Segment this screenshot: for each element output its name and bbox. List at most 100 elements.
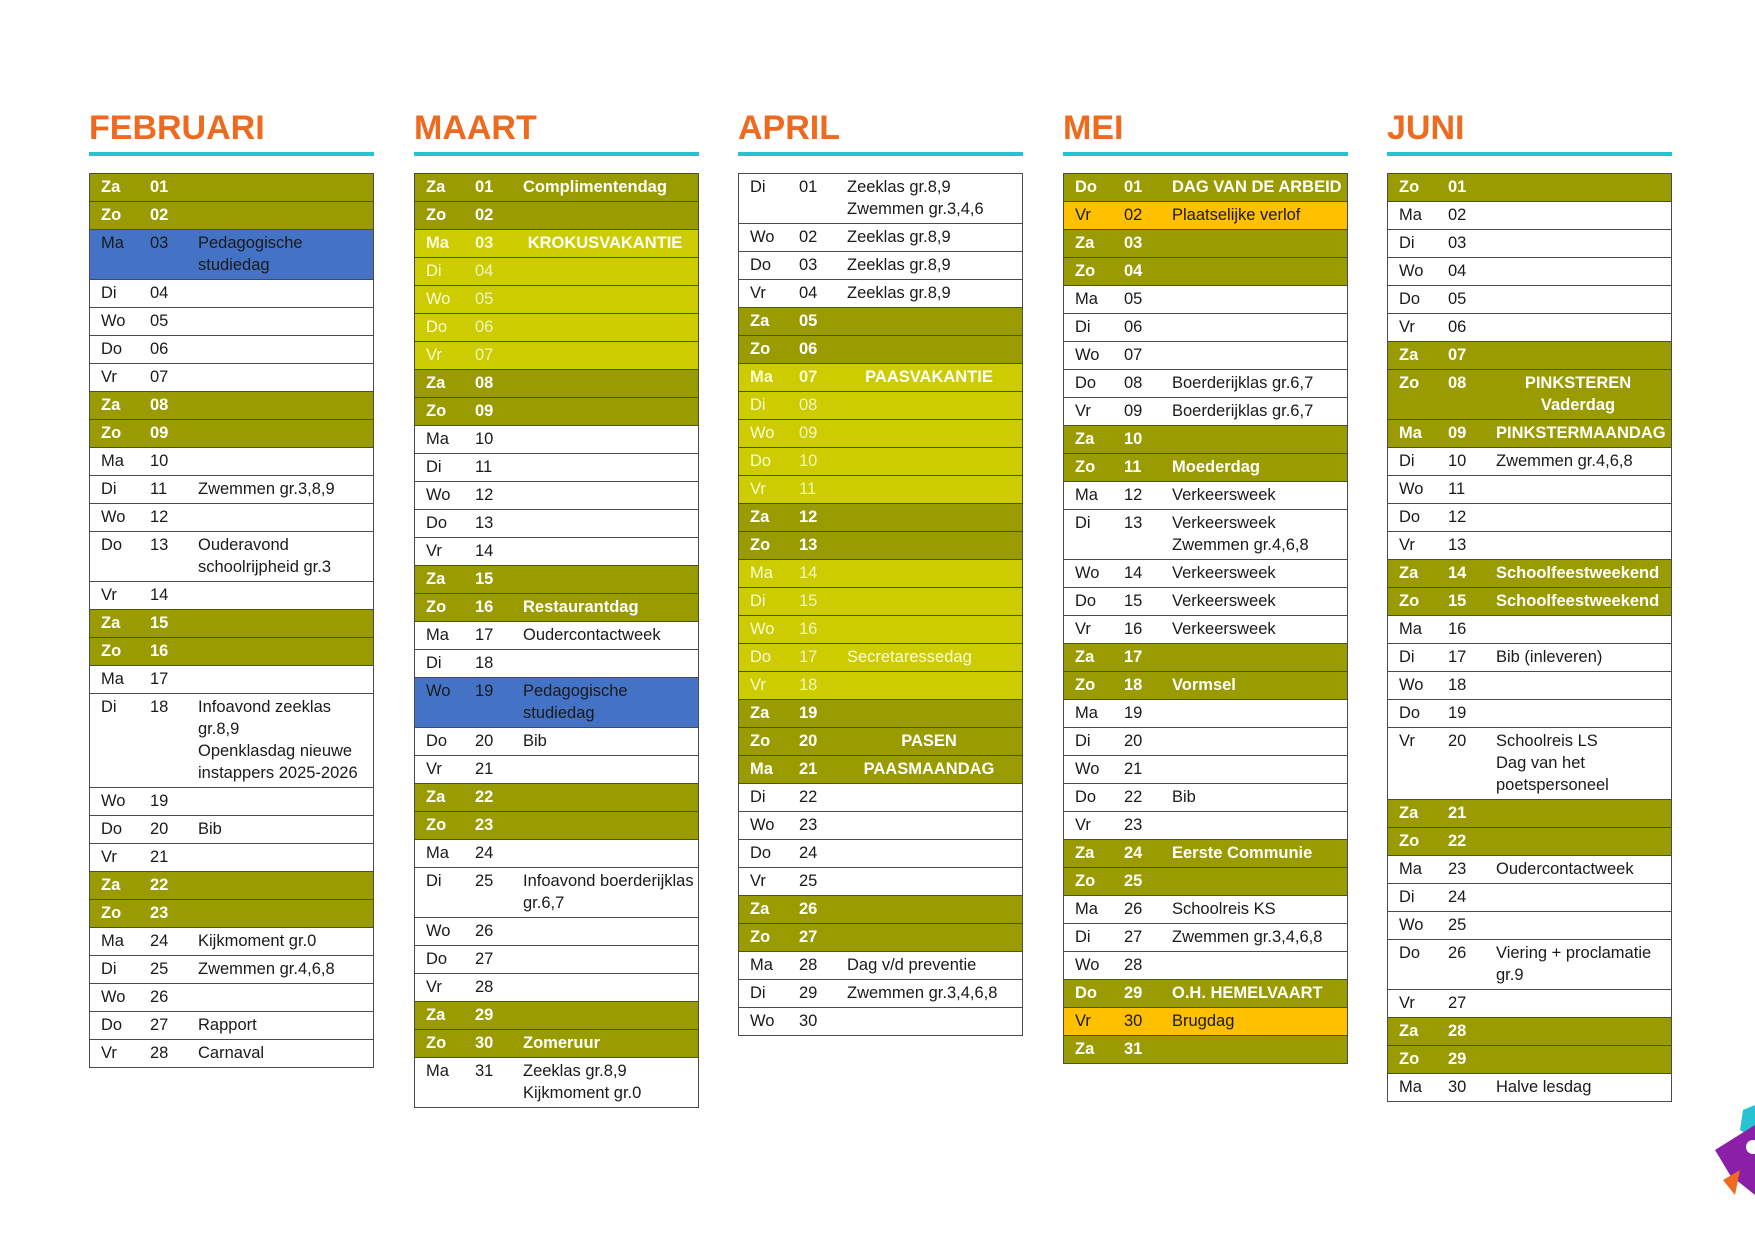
day-cell: Vr [89, 843, 139, 872]
event-cell [512, 565, 699, 594]
event-cell [512, 425, 699, 454]
date-cell: 29 [1113, 979, 1161, 1008]
day-cell: Di [738, 783, 788, 812]
event-cell: PASEN [836, 727, 1023, 756]
event-cell: Pedagogische studiedag [512, 677, 699, 728]
date-cell: 23 [788, 811, 836, 840]
event-cell [836, 531, 1023, 560]
calendar-table: Za 01 Complimentendag Zo 02 Ma 03 KROKUSVAKANTI… [414, 173, 699, 1108]
event-cell [836, 811, 1023, 840]
event-cell: PINKSTEREN Vaderdag [1485, 369, 1672, 420]
event-cell [187, 787, 374, 816]
event-cell [187, 581, 374, 610]
calendar-row: Vr 28 [414, 973, 699, 1002]
day-cell: Wo [414, 481, 464, 510]
calendar-row: Ma 02 [1387, 201, 1672, 230]
event-cell [1161, 313, 1348, 342]
calendar-row: Di 11 [414, 453, 699, 482]
calendar-row: Do 13 [414, 509, 699, 538]
event-cell [836, 1007, 1023, 1036]
calendar-row: Wo 25 [1387, 911, 1672, 940]
day-cell: Do [1387, 503, 1437, 532]
calendar-row: Ma 24 Kijkmoment gr.0 [89, 927, 374, 956]
calendar-row: Ma 24 [414, 839, 699, 868]
day-cell: Zo [1063, 257, 1113, 286]
event-cell [1161, 643, 1348, 672]
event-cell [1161, 341, 1348, 370]
date-cell: 03 [139, 229, 187, 280]
day-cell: Zo [414, 1029, 464, 1058]
day-cell: Ma [414, 839, 464, 868]
date-cell: 06 [464, 313, 512, 342]
calendar-row: Zo 02 [414, 201, 699, 230]
event-cell: Infoavond boerderijklas gr.6,7 [512, 867, 699, 918]
date-cell: 09 [1437, 419, 1485, 448]
date-cell: 04 [464, 257, 512, 286]
calendar-row: Ma 17 [89, 665, 374, 694]
calendar-row: Ma 03 KROKUSVAKANTIE [414, 229, 699, 258]
calendar-row: Ma 28 Dag v/d preventie [738, 951, 1023, 980]
date-cell: 25 [139, 955, 187, 984]
date-cell: 01 [1113, 173, 1161, 202]
event-cell [1485, 503, 1672, 532]
day-cell: Wo [89, 503, 139, 532]
calendar-row: Zo 15 Schoolfeestweekend [1387, 587, 1672, 616]
date-cell: 08 [788, 391, 836, 420]
date-cell: 02 [464, 201, 512, 230]
day-cell: Ma [414, 229, 464, 258]
day-cell: Zo [89, 637, 139, 666]
date-cell: 28 [1437, 1017, 1485, 1046]
date-cell: 23 [464, 811, 512, 840]
day-cell: Zo [414, 593, 464, 622]
month-mei: MEI Do 01 DAG VAN DE ARBEID Vr 02 Plaatselijk… [1063, 104, 1348, 1064]
date-cell: 12 [1113, 481, 1161, 510]
day-cell: Do [89, 815, 139, 844]
event-cell [836, 923, 1023, 952]
calendar-row: Za 07 [1387, 341, 1672, 370]
school-logo-icon [1715, 1105, 1755, 1195]
calendar-row: Wo 09 [738, 419, 1023, 448]
event-cell [836, 475, 1023, 504]
date-cell: 06 [1113, 313, 1161, 342]
date-cell: 27 [139, 1011, 187, 1040]
day-cell: Do [1387, 939, 1437, 990]
date-cell: 13 [788, 531, 836, 560]
event-cell [512, 453, 699, 482]
calendar-row: Zo 20 PASEN [738, 727, 1023, 756]
day-cell: Vr [738, 279, 788, 308]
date-cell: 27 [1113, 923, 1161, 952]
day-cell: Wo [1387, 671, 1437, 700]
date-cell: 22 [1113, 783, 1161, 812]
day-cell: Vr [414, 973, 464, 1002]
event-cell [836, 559, 1023, 588]
day-cell: Wo [738, 223, 788, 252]
calendar-row: Do 27 [414, 945, 699, 974]
day-cell: Zo [414, 397, 464, 426]
date-cell: 02 [1437, 201, 1485, 230]
date-cell: 07 [139, 363, 187, 392]
day-cell: Wo [1063, 559, 1113, 588]
event-cell: Zwemmen gr.3,4,6,8 [836, 979, 1023, 1008]
date-cell: 07 [1437, 341, 1485, 370]
date-cell: 14 [1113, 559, 1161, 588]
event-cell [1161, 727, 1348, 756]
day-cell: Do [738, 643, 788, 672]
day-cell: Vr [1063, 615, 1113, 644]
date-cell: 13 [139, 531, 187, 582]
calendar-row: Ma 16 [1387, 615, 1672, 644]
calendar-row: Do 22 Bib [1063, 783, 1348, 812]
calendar-row: Zo 27 [738, 923, 1023, 952]
date-cell: 26 [464, 917, 512, 946]
date-cell: 30 [1437, 1073, 1485, 1102]
event-cell: Zeeklas gr.8,9 Zwemmen gr.3,4,6 [836, 173, 1023, 224]
day-cell: Zo [738, 335, 788, 364]
day-cell: Ma [738, 559, 788, 588]
date-cell: 15 [788, 587, 836, 616]
event-cell [1161, 951, 1348, 980]
day-cell: Za [738, 895, 788, 924]
calendar-row: Di 04 [414, 257, 699, 286]
date-cell: 28 [464, 973, 512, 1002]
day-cell: Do [89, 531, 139, 582]
date-cell: 11 [139, 475, 187, 504]
day-cell: Zo [1063, 867, 1113, 896]
